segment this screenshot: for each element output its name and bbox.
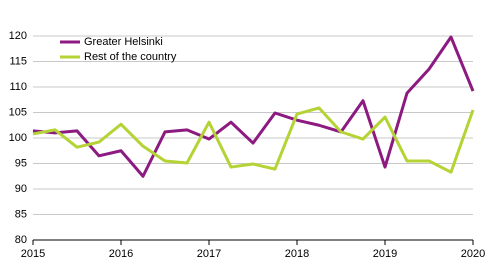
x-tick-label: 2018: [285, 248, 309, 260]
y-tick-label: 120: [9, 30, 27, 42]
series-line: [32, 106, 475, 174]
y-tick-label: 95: [15, 157, 27, 169]
y-tick-label: 100: [9, 132, 27, 144]
y-tick-label: 115: [9, 55, 27, 67]
x-tick-label: 2019: [373, 248, 397, 260]
y-tick-label: 110: [9, 81, 27, 93]
legend-label: Rest of the country: [84, 51, 177, 63]
y-tick-label: 105: [9, 106, 27, 118]
y-tick-label: 85: [15, 208, 27, 220]
x-tick-label: 2020: [461, 248, 485, 260]
x-tick-label: 2015: [21, 248, 45, 260]
legend-label: Greater Helsinki: [84, 36, 163, 48]
y-tick-label: 80: [15, 234, 27, 246]
y-tick-label: 90: [15, 183, 27, 195]
series-line: [32, 35, 475, 178]
x-tick-label: 2016: [109, 248, 133, 260]
x-tick-label: 2017: [197, 248, 221, 260]
